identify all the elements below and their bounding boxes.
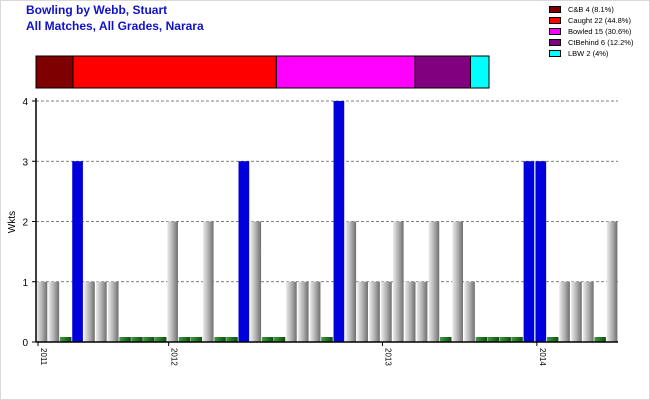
bar (381, 281, 392, 342)
bar (214, 337, 226, 342)
bar (535, 161, 547, 342)
bar (369, 281, 380, 342)
legend-label: C&B 4 (8.1%) (568, 5, 614, 14)
x-tick-label: 2014 (538, 348, 547, 366)
legend-swatch (549, 17, 561, 24)
stack-segment (35, 55, 74, 89)
legend-swatch (549, 6, 561, 13)
chart-title: Bowling by Webb, Stuart (26, 3, 168, 17)
bar (392, 221, 404, 342)
y-tick-label: 1 (22, 278, 28, 289)
bar (546, 337, 559, 342)
legend-label: Bowled 15 (30.6%) (568, 27, 632, 36)
chart-subtitle: All Matches, All Grades, Narara (26, 19, 204, 33)
bar (475, 337, 488, 342)
y-tick-label: 3 (22, 157, 28, 168)
bar (511, 337, 523, 342)
stack-segment (72, 55, 277, 89)
bar (59, 337, 72, 342)
bar (119, 337, 131, 342)
bar (523, 161, 535, 342)
legend-label: CtBehind 6 (12.2%) (568, 38, 634, 47)
bar (143, 337, 155, 342)
x-tick-label: 2011 (39, 348, 48, 366)
legend-swatch (549, 39, 561, 46)
y-tick-label: 0 (22, 338, 28, 349)
legend-label: LBW 2 (4%) (568, 49, 609, 58)
bar (250, 221, 262, 342)
bar (48, 281, 60, 342)
bar (273, 337, 286, 342)
bar (606, 221, 618, 342)
bar (440, 337, 452, 342)
bar (452, 221, 463, 342)
bar (202, 221, 214, 342)
bar (167, 221, 178, 342)
bar (357, 281, 368, 342)
bar (107, 281, 119, 342)
y-axis-label: Wkts (7, 211, 18, 233)
stack-segment (470, 55, 490, 89)
bar (594, 337, 606, 342)
bar (333, 101, 345, 342)
bar (190, 337, 203, 342)
bar (416, 281, 428, 342)
bar (345, 221, 357, 342)
bar (261, 337, 274, 342)
bar (95, 281, 107, 342)
stack-segment (414, 55, 472, 89)
legend-swatch (549, 28, 561, 35)
bar (321, 337, 333, 342)
bar (178, 337, 191, 342)
bar (582, 281, 594, 342)
bar (238, 161, 250, 342)
bar (499, 337, 511, 342)
legend-label: Caught 22 (44.8%) (568, 16, 631, 25)
bar (297, 281, 309, 342)
x-tick-label: 2013 (383, 348, 392, 366)
y-tick-label: 4 (22, 97, 28, 108)
bar (559, 281, 570, 342)
bar (84, 281, 95, 342)
bar (154, 337, 167, 342)
bar (72, 161, 83, 342)
bar (36, 281, 48, 342)
stack-segment (275, 55, 416, 89)
bar (404, 281, 416, 342)
bar (286, 281, 297, 342)
bar (571, 281, 582, 342)
bar (487, 337, 500, 342)
bar (428, 221, 440, 342)
bar (464, 281, 475, 342)
legend-swatch (549, 50, 561, 57)
bar (226, 337, 238, 342)
bar (131, 337, 143, 342)
x-tick-label: 2012 (170, 348, 179, 366)
y-tick-label: 2 (22, 218, 28, 229)
bar (309, 281, 321, 342)
